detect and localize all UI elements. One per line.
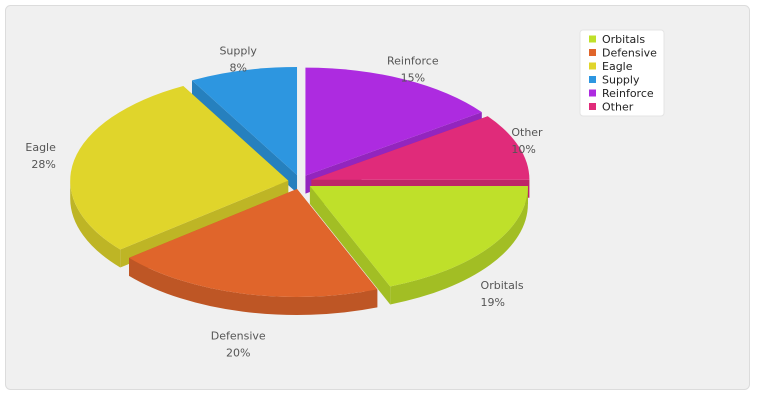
legend-swatch <box>589 89 596 97</box>
slice-value-label: 8% <box>229 62 246 75</box>
slice-value-label: 19% <box>481 296 505 309</box>
slice-wall <box>129 257 378 315</box>
legend-swatch <box>589 76 596 83</box>
slice-value-label: 10% <box>511 143 535 156</box>
legend-label: Defensive <box>602 47 657 60</box>
slice-label: Other <box>511 126 543 139</box>
legend-swatch <box>589 49 596 56</box>
legend-label: Reinforce <box>602 87 654 100</box>
slice-wall <box>390 186 528 305</box>
slice-top <box>70 86 289 250</box>
legend-label: Supply <box>602 74 640 87</box>
legend-label: Orbitals <box>602 33 645 46</box>
legend-swatch <box>589 35 596 43</box>
slice-side <box>191 80 298 194</box>
slice-label: Reinforce <box>387 54 439 67</box>
legend-box <box>579 29 665 117</box>
slice-label: Eagle <box>25 141 56 154</box>
legend-swatch <box>589 62 596 70</box>
slice-wall <box>70 180 121 268</box>
legend-label: Other <box>602 101 634 114</box>
slice <box>191 67 298 194</box>
slice-side <box>309 186 391 305</box>
slice-top <box>311 116 530 180</box>
slice-top <box>129 188 378 297</box>
slice <box>129 188 378 315</box>
slice-value-label: 28% <box>31 158 55 171</box>
slice-label: Supply <box>219 45 257 58</box>
slice-label: Orbitals <box>481 279 524 292</box>
slice-top <box>305 67 482 176</box>
slice-value-label: 15% <box>401 71 425 84</box>
legend-label: Eagle <box>602 60 633 73</box>
slice-top <box>309 186 528 287</box>
slice-label: Defensive <box>211 329 266 342</box>
legend-swatch <box>589 103 596 110</box>
slice-value-label: 20% <box>226 346 250 359</box>
slice <box>309 186 528 305</box>
slice-top <box>191 67 298 176</box>
